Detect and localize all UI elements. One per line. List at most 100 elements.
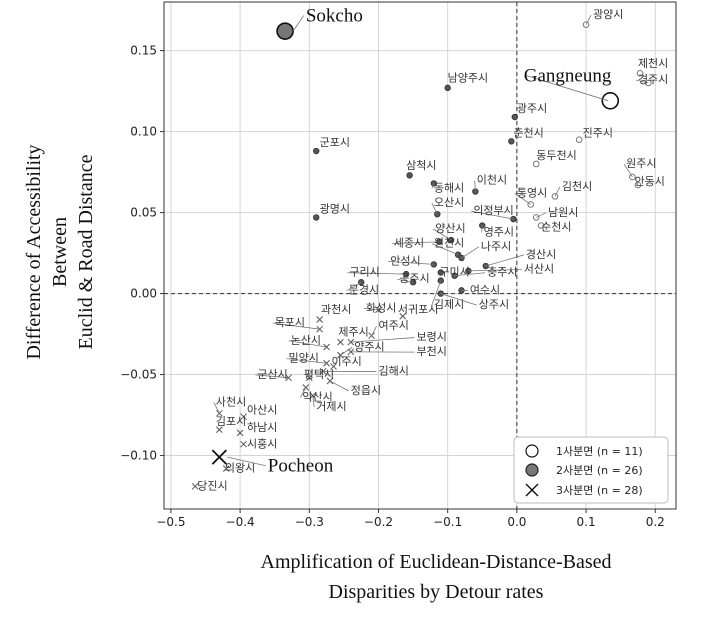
leader-line bbox=[363, 307, 379, 311]
x-tick-label: −0.3 bbox=[295, 515, 324, 529]
point-open-circle bbox=[636, 69, 644, 77]
point-label: 목포시 bbox=[275, 316, 305, 329]
legend-x-marker bbox=[525, 483, 539, 497]
point-label: 광주시 bbox=[517, 102, 547, 115]
point-label: 나주시 bbox=[481, 240, 511, 253]
point-filled-circle bbox=[511, 113, 518, 121]
point-label: 시흥시 bbox=[247, 436, 277, 450]
point-x-marker bbox=[399, 312, 407, 320]
point-label: 안동시 bbox=[634, 175, 664, 188]
point-x-marker bbox=[240, 440, 247, 448]
leader-line bbox=[288, 340, 327, 348]
point-label: 김포시 bbox=[216, 415, 246, 428]
point-label: 서귀포시 bbox=[398, 303, 438, 316]
highlight-label: Gangneung bbox=[524, 65, 612, 86]
point-label: 정읍시 bbox=[351, 384, 381, 397]
leader-line bbox=[431, 202, 438, 215]
x-stroke bbox=[236, 429, 244, 437]
y-axis-label-line-2: Between bbox=[49, 217, 71, 287]
point-label: 양주시 bbox=[354, 340, 384, 353]
legend-box bbox=[513, 436, 669, 504]
highlighted-cities: Sokcho Gangneung Pocheon bbox=[211, 5, 620, 477]
point-label: 광양시 bbox=[593, 8, 623, 21]
point-x-marker bbox=[215, 426, 223, 433]
y-tick-label: 0.15 bbox=[130, 44, 157, 58]
x-stroke bbox=[191, 482, 199, 490]
highlight-x-marker bbox=[211, 449, 227, 465]
legend-filled-circle-marker bbox=[525, 463, 539, 477]
x-stroke bbox=[399, 312, 407, 320]
highlight-leader bbox=[227, 456, 266, 467]
point-label: 논산시 bbox=[291, 334, 321, 347]
point-label: 경주시 bbox=[638, 73, 668, 86]
leader-line bbox=[481, 225, 483, 233]
point-label: 남원시 bbox=[548, 206, 578, 219]
point-label: 구리시 bbox=[349, 266, 379, 279]
leader-line bbox=[255, 374, 289, 379]
leader-line bbox=[440, 293, 477, 306]
point-label: 여주시 bbox=[378, 319, 408, 332]
x-stroke bbox=[240, 440, 247, 448]
point-label: 구미시 bbox=[439, 266, 469, 279]
x-stroke bbox=[305, 374, 313, 382]
point-label: 김천시 bbox=[562, 179, 592, 193]
point-label: 이천시 bbox=[477, 172, 507, 186]
leader-line bbox=[454, 272, 486, 277]
leader-line bbox=[312, 395, 315, 408]
point-label: 문경시 bbox=[349, 284, 379, 297]
point-label: 영주시 bbox=[484, 225, 514, 238]
y-tick-label: 0.10 bbox=[130, 125, 157, 139]
point-open-circle bbox=[582, 21, 590, 28]
point-label: 군포시 bbox=[320, 136, 350, 149]
leader-line bbox=[635, 79, 649, 84]
leader-line bbox=[329, 380, 349, 392]
leader-line bbox=[471, 210, 514, 220]
point-label: 오산시 bbox=[434, 196, 464, 209]
point-label: 세종시 bbox=[394, 237, 424, 250]
point-label: 군산시 bbox=[257, 368, 287, 381]
x-stroke bbox=[316, 316, 324, 323]
point-label: 광명시 bbox=[320, 203, 350, 216]
leader-line bbox=[585, 15, 592, 25]
point-label: 공주시 bbox=[399, 272, 429, 285]
point-open-circle bbox=[634, 181, 642, 189]
legend-label-q3: 3사분면 (n = 28) bbox=[556, 484, 643, 497]
point-label: 김해시 bbox=[378, 364, 408, 378]
leader-line bbox=[371, 326, 377, 336]
point-label: 아산시 bbox=[247, 403, 277, 416]
legend-label-q2: 2사분면 (n = 26) bbox=[556, 464, 643, 477]
x-stroke bbox=[222, 465, 230, 472]
point-label: 순천시 bbox=[541, 219, 571, 233]
leader-line bbox=[433, 228, 452, 241]
legend: 1사분면 (n = 11) 2사분면 (n = 26) 3사분면 (n = 28… bbox=[513, 436, 669, 504]
leader-line bbox=[391, 241, 440, 244]
point-label: 제주시 bbox=[338, 326, 368, 339]
point-label: 서산시 bbox=[524, 263, 554, 276]
point-label: 삼척시 bbox=[406, 159, 436, 172]
leader-line bbox=[431, 183, 435, 189]
highlight-leader bbox=[292, 15, 305, 32]
point-label: 과천시 bbox=[321, 302, 351, 316]
leader-line bbox=[468, 269, 522, 272]
x-stroke bbox=[337, 338, 344, 346]
highlight-filled-circle bbox=[276, 22, 294, 40]
point-label: 양산시 bbox=[435, 222, 465, 235]
x-axis-label-line-1: Amplification of Euclidean-Distance-Base… bbox=[261, 551, 612, 573]
point-label: 이주시 bbox=[331, 355, 361, 368]
point-label: 춘천시 bbox=[513, 125, 543, 139]
leader-line bbox=[554, 186, 561, 197]
x-stroke bbox=[211, 449, 227, 465]
leader-line bbox=[347, 272, 407, 275]
point-label: 의왕시 bbox=[225, 462, 255, 475]
x-tick-label: −0.2 bbox=[364, 515, 393, 529]
point-x-marker bbox=[316, 316, 324, 323]
highlight-label: Sokcho bbox=[306, 5, 363, 26]
y-axis-label-line-1: Difference of Accessibility bbox=[23, 144, 45, 359]
x-stroke bbox=[330, 363, 337, 370]
point-label: 사천시 bbox=[216, 394, 246, 408]
legend-label-q1: 1사분면 (n = 11) bbox=[556, 445, 643, 458]
leader-line bbox=[431, 280, 442, 306]
leader-line bbox=[346, 281, 362, 291]
